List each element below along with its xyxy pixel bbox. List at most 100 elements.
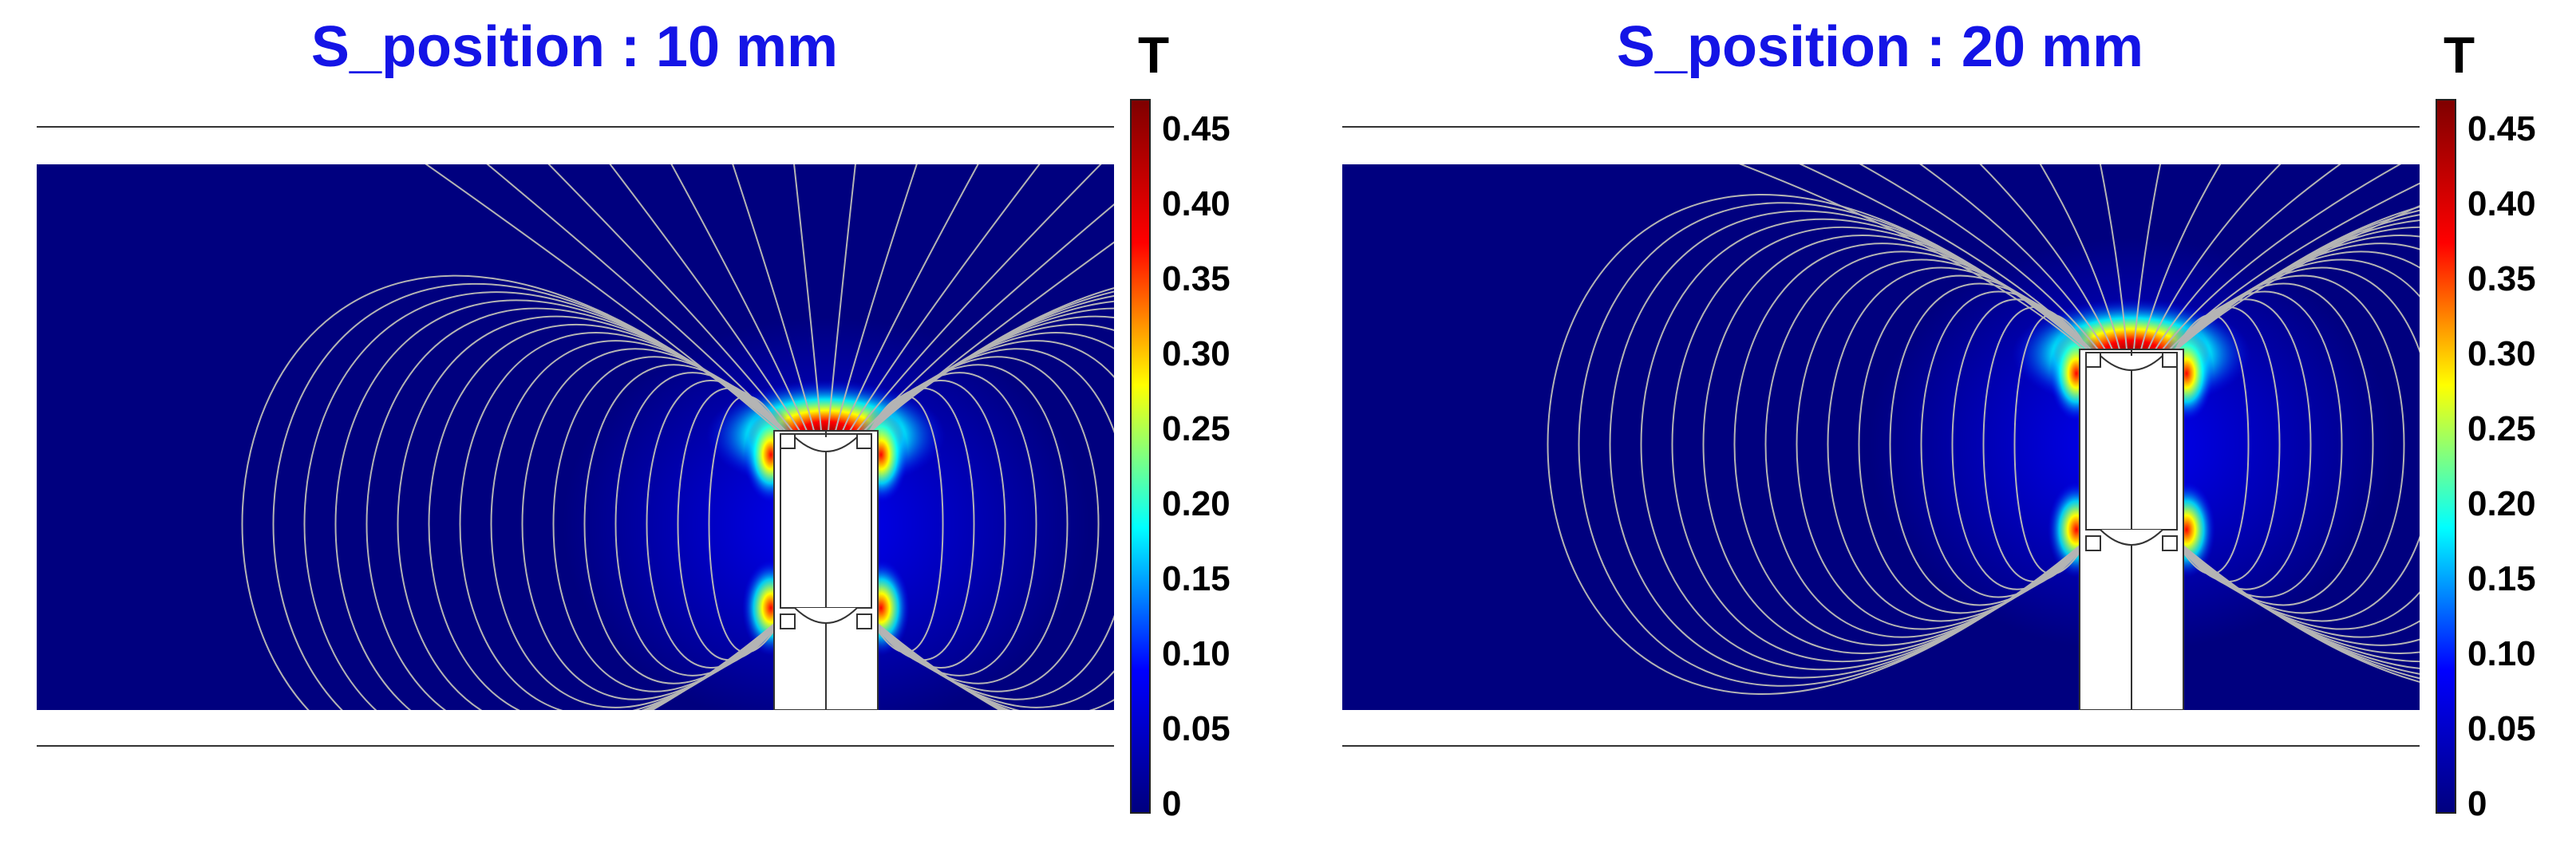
field-line — [2175, 282, 2374, 606]
colorbar-tick-label: 0.40 — [2467, 184, 2536, 223]
field-line — [1827, 266, 2088, 622]
pole-cap — [2100, 355, 2163, 371]
field-line — [869, 340, 1114, 708]
field-line — [793, 164, 822, 432]
field-line — [2155, 164, 2341, 350]
field-line — [849, 164, 1041, 432]
field-line — [869, 332, 1114, 710]
domain-boundary-bottom — [37, 745, 1114, 747]
colorbar-tick-label: 0.35 — [1162, 259, 1231, 298]
field-line — [2175, 274, 2405, 614]
field-line — [2175, 235, 2420, 654]
field-line — [835, 164, 918, 432]
field-line — [869, 348, 1114, 700]
field-line — [1979, 164, 2113, 350]
field-line — [670, 164, 808, 432]
pole-piece — [780, 613, 796, 629]
field-panel-20mm: S_position : 20 mm T 0.45 0.40 0.35 0.30… — [1306, 0, 2576, 856]
field-line — [856, 164, 1102, 432]
pole-cap — [794, 607, 858, 624]
domain-boundary-bottom — [1342, 745, 2420, 747]
field-line — [583, 364, 783, 684]
field-line — [521, 348, 783, 700]
field-line — [1609, 210, 2088, 679]
colorbar-tick-label: 0.10 — [1162, 634, 1231, 673]
field-panel-10mm: S_position : 10 mm T 0.45 0.40 0.35 0.30… — [37, 15, 1231, 822]
field-line — [869, 364, 1069, 684]
field-line — [486, 164, 786, 432]
field-line — [334, 299, 783, 710]
streamlines — [1547, 164, 2420, 696]
panel-title: S_position : 20 mm — [1616, 15, 2144, 79]
pole-piece — [2162, 352, 2178, 368]
colorbar — [2436, 99, 2456, 814]
field-line — [547, 164, 793, 432]
field-line — [2175, 250, 2420, 638]
field-line — [732, 164, 815, 432]
domain-boundary-top — [1342, 126, 2420, 128]
field-line — [869, 372, 1037, 677]
pole-piece — [2085, 352, 2101, 368]
field-line — [2175, 258, 2420, 630]
colorbar-tick-label: 0.05 — [2467, 709, 2536, 748]
pole-piece — [780, 433, 796, 449]
field-plot — [1342, 164, 2420, 710]
field-line — [869, 356, 1100, 692]
field-line — [1547, 193, 2088, 696]
colorbar-tick-label: 0.10 — [2467, 634, 2536, 673]
field-line — [1739, 164, 2084, 350]
colorbar-tick-label: 0 — [2467, 784, 2487, 823]
field-line — [869, 315, 1114, 710]
field-line — [1578, 202, 2088, 687]
field-line — [1796, 258, 2088, 630]
colorbar-tick-label: 0.45 — [1162, 109, 1231, 148]
panel-title: S_position : 10 mm — [310, 15, 839, 79]
field-line — [869, 307, 1114, 710]
field-line — [614, 372, 783, 677]
colorbar-tick-label: 0.05 — [1162, 709, 1231, 748]
field-line — [2162, 164, 2402, 350]
field-line — [1859, 164, 2099, 350]
field-line — [2175, 243, 2420, 646]
pole-cap — [794, 436, 858, 452]
colorbar-tick-label: 0.30 — [1162, 334, 1231, 373]
colorbar-unit: T — [2444, 26, 2475, 84]
colorbar-tick-label: 0.20 — [1162, 484, 1231, 523]
colorbar-tick-label: 0.25 — [2467, 409, 2536, 448]
field-line — [1799, 164, 2092, 350]
field-line — [871, 241, 1114, 432]
field-line — [1640, 218, 2088, 671]
field-line — [428, 324, 783, 710]
field-line — [842, 164, 979, 432]
colorbar-unit: T — [1138, 26, 1170, 84]
field-line — [2176, 205, 2420, 350]
colorbar-tick-label: 0.40 — [1162, 184, 1231, 223]
field-line — [1702, 235, 2088, 654]
field-line — [1671, 227, 2088, 662]
field-line — [1920, 290, 2088, 598]
field-line — [365, 307, 783, 710]
field-line — [869, 380, 1006, 669]
field-line — [2175, 227, 2420, 662]
field-plot — [37, 164, 1114, 710]
field-line — [1951, 298, 2088, 590]
field-line — [869, 324, 1114, 710]
field-line — [2175, 219, 2420, 669]
pole-piece — [2162, 535, 2178, 551]
colorbar-tick-label: 0.25 — [1162, 409, 1231, 448]
field-line — [609, 164, 800, 432]
colorbar-tick-label: 0.45 — [2467, 109, 2536, 148]
field-line — [272, 283, 783, 710]
magnet-assembly — [773, 430, 879, 710]
field-line — [1764, 250, 2088, 638]
pole-cap — [2100, 529, 2163, 546]
field-line — [646, 380, 783, 669]
field-line — [397, 315, 783, 710]
colorbar — [1130, 99, 1151, 814]
field-line — [863, 203, 1114, 432]
field-line — [2099, 164, 2128, 350]
field-line — [425, 164, 779, 432]
field-line — [1919, 164, 2106, 350]
colorbar-tick-label: 0.15 — [1162, 559, 1231, 598]
field-line — [828, 164, 856, 432]
